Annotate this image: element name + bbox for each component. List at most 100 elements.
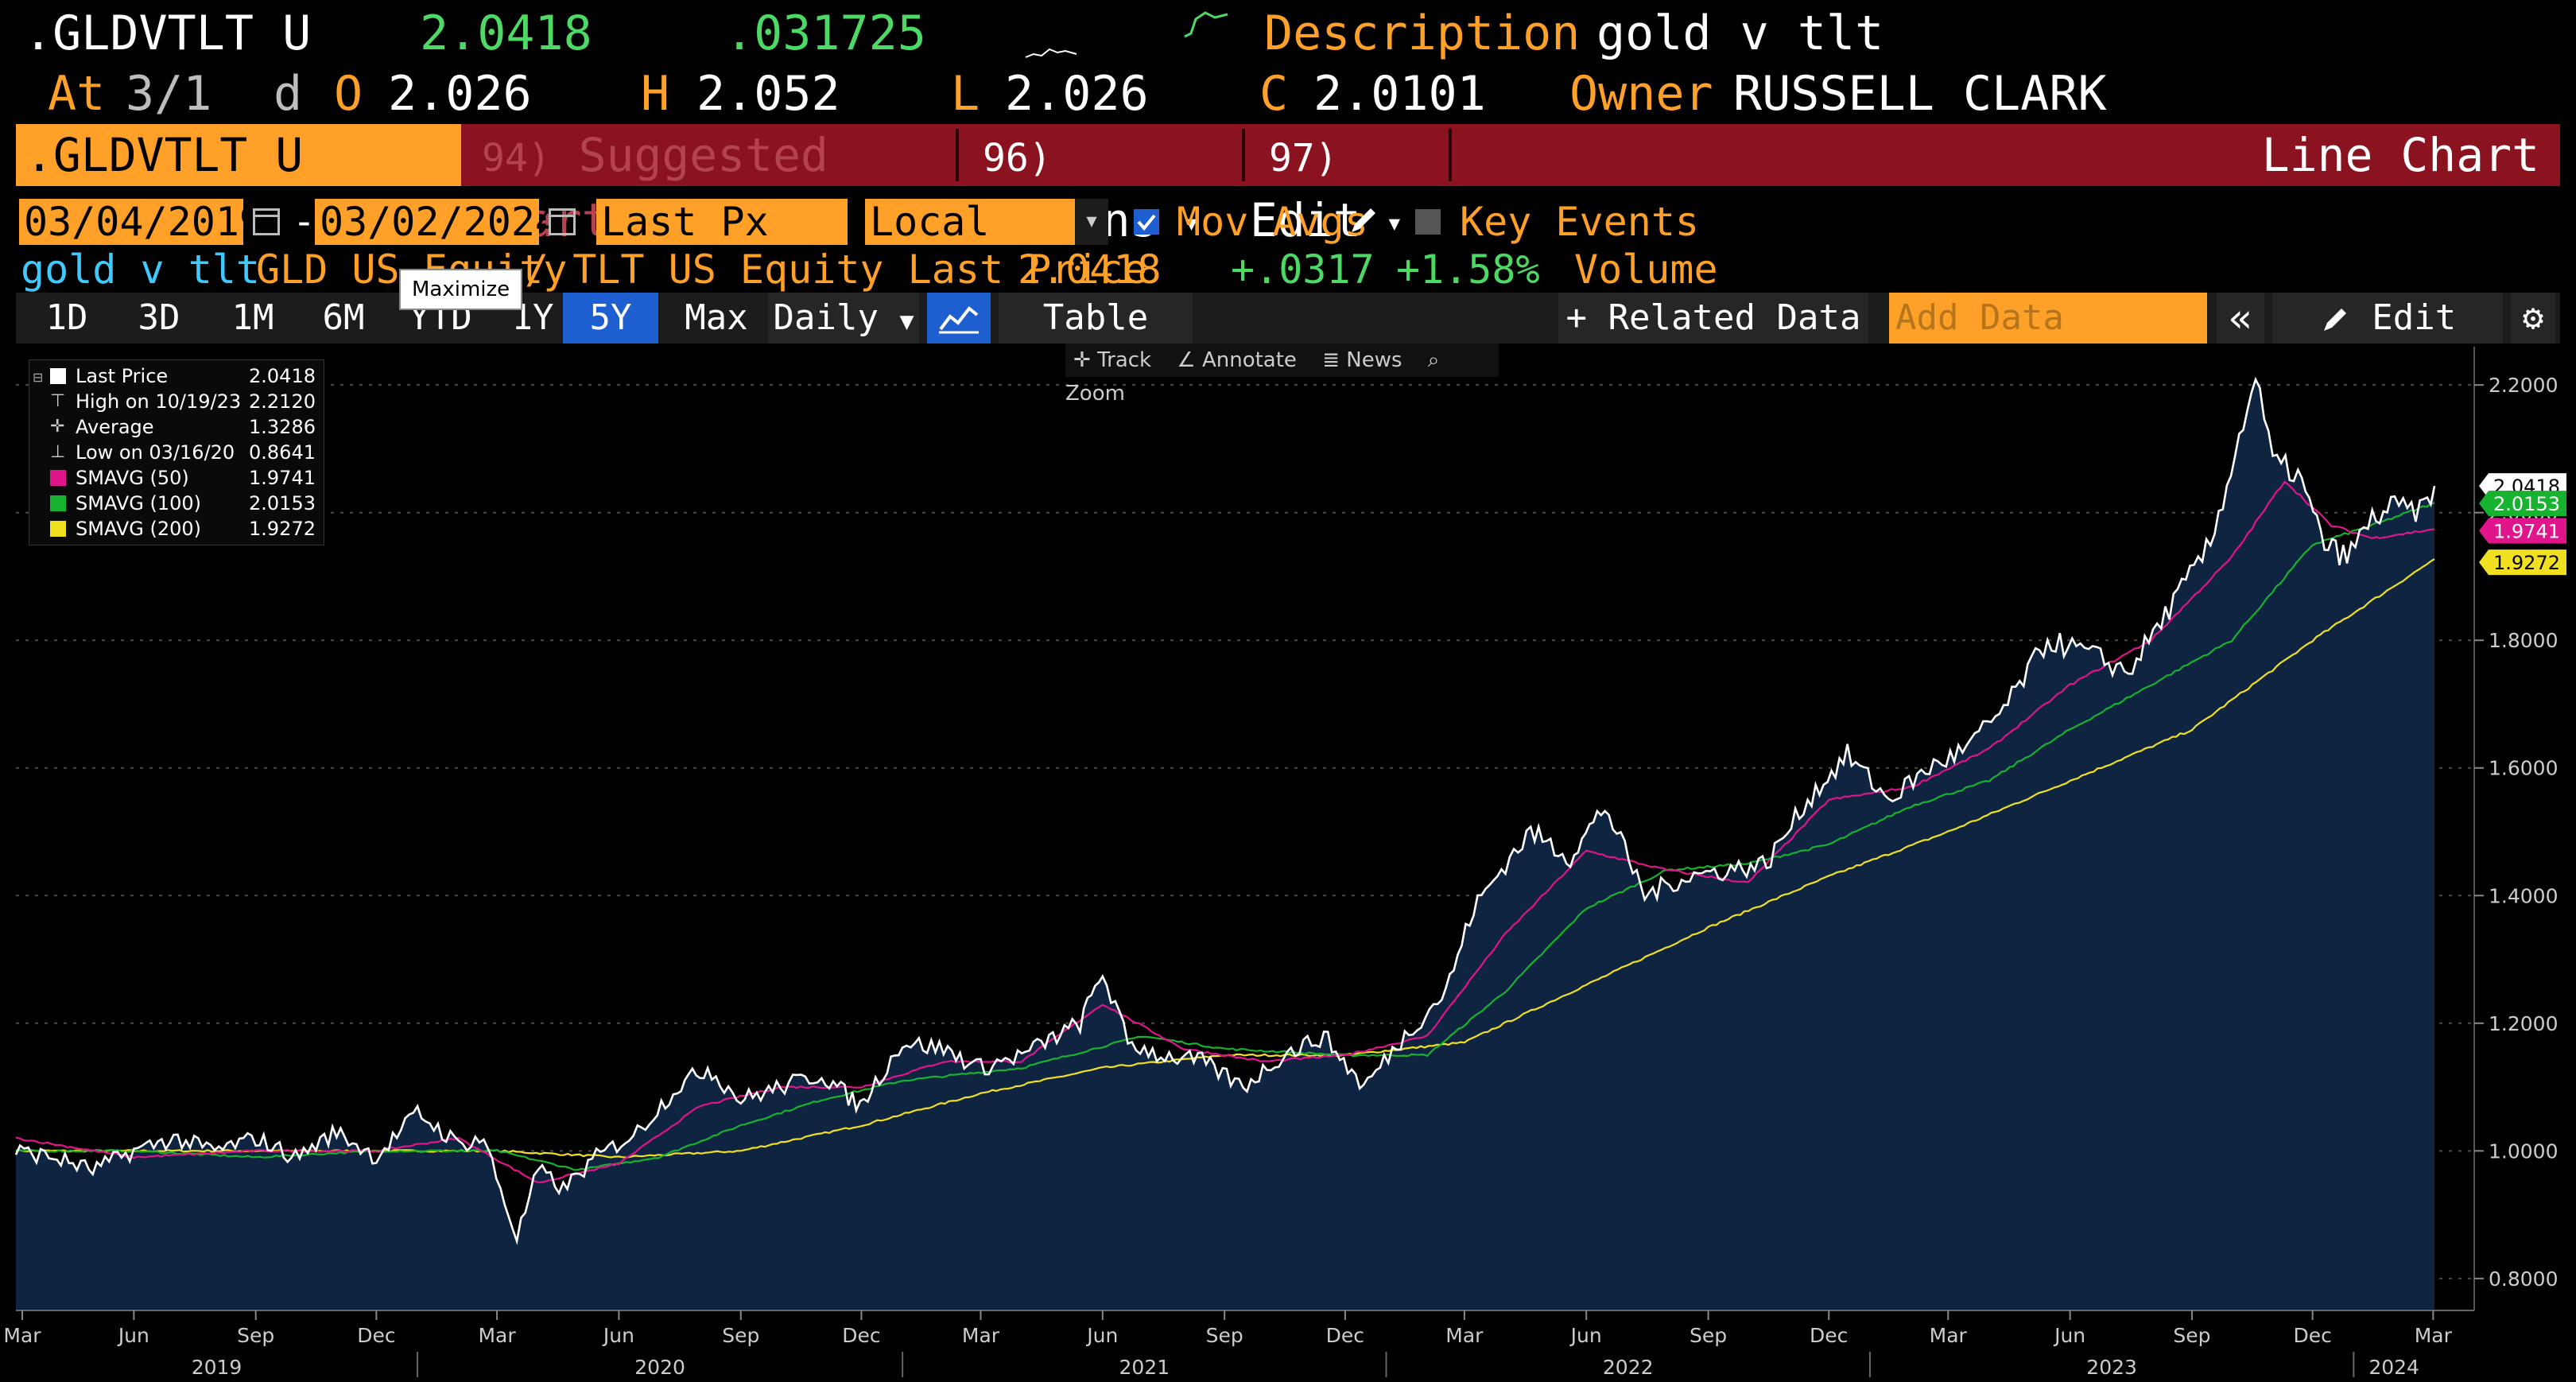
end-date-input[interactable]: 03/02/2024 xyxy=(315,199,559,245)
legend-label: Average xyxy=(76,416,154,438)
suggested-charts-number: 94) xyxy=(482,136,551,181)
legend-item[interactable]: ⊤ High on 10/19/23 2.2120 xyxy=(29,389,324,414)
legend-item[interactable]: SMAVG (50) 1.9741 xyxy=(29,465,324,491)
line-chart-toggle[interactable] xyxy=(927,293,991,344)
series-line-last-price xyxy=(14,376,2436,1246)
actions-number: 96) xyxy=(983,136,1052,181)
key-events-checkbox[interactable] xyxy=(1415,209,1441,235)
y-tick-label: 1.4000 xyxy=(2489,884,2558,907)
legend-item[interactable]: ⊟ Last Price 2.0418 xyxy=(29,363,324,389)
low-label: L xyxy=(951,66,980,122)
collapse-icon[interactable]: « xyxy=(2217,293,2264,344)
key-events-label[interactable]: Key Events xyxy=(1460,199,1700,245)
field-select[interactable]: Last Px xyxy=(596,199,848,245)
legend-value: 1.9741 xyxy=(249,467,316,489)
legend-label: High on 10/19/23 xyxy=(76,390,242,413)
period-1d[interactable]: 1D xyxy=(45,297,88,338)
period-6m[interactable]: 6M xyxy=(322,297,365,338)
crosshair-icon: ✛ xyxy=(1073,348,1091,372)
chevron-down-icon[interactable]: ▼ xyxy=(1075,199,1108,245)
d-label: d xyxy=(274,66,303,122)
mov-avgs-label[interactable]: Mov Avgs xyxy=(1177,199,1368,245)
pencil-icon[interactable] xyxy=(1345,202,1382,239)
x-tick-label: Jun xyxy=(1085,1324,1118,1347)
price-tag-label: 2.0153 xyxy=(2493,493,2560,515)
legend-label: SMAVG (50) xyxy=(76,467,189,489)
edit-number: 97) xyxy=(1269,136,1338,181)
sparkline-icon xyxy=(1025,48,1077,58)
annotate-tool[interactable]: Annotate xyxy=(1201,348,1297,372)
average-marker-icon: ✛ xyxy=(50,417,65,437)
divider xyxy=(1242,129,1245,181)
x-year-label: 2022 xyxy=(1603,1356,1654,1379)
x-tick-label: Sep xyxy=(237,1324,274,1347)
high-marker-icon: ⊤ xyxy=(50,391,66,411)
subtitle-abs-change: +.0317 xyxy=(1231,247,1375,293)
series-name: gold v tlt xyxy=(21,247,261,293)
open-label: O xyxy=(334,66,363,122)
legend-item[interactable]: SMAVG (200) 1.9272 xyxy=(29,516,324,542)
chevron-down-icon: ▼ xyxy=(1388,212,1401,235)
period-toolbar: 1D 3D 1M 6M YTD 1Y 5Y Max Daily ▼ Table … xyxy=(16,293,2560,389)
edit-chart-button[interactable]: Edit Chart xyxy=(2272,293,2503,389)
x-tick-label: Mar xyxy=(3,1324,41,1347)
ticker: .GLDVTLT U xyxy=(24,6,312,61)
legend-swatch xyxy=(50,470,66,486)
x-tick-label: Sep xyxy=(1206,1324,1243,1347)
legend-label: SMAVG (100) xyxy=(76,492,202,514)
close-value: 2.0101 xyxy=(1313,66,1486,122)
legend-swatch xyxy=(50,495,66,511)
frequency-select[interactable]: Daily ▼ xyxy=(768,293,919,344)
x-tick-label: Jun xyxy=(602,1324,634,1347)
collapse-box-icon[interactable]: ⊟ xyxy=(33,370,44,385)
mov-avgs-checkbox[interactable] xyxy=(1134,209,1159,235)
price-chart[interactable]: 2.20002.00001.80001.60001.40001.20001.00… xyxy=(0,347,2576,1382)
gear-icon[interactable]: ⚙ xyxy=(2511,293,2555,344)
function-bar: .GLDVTLT U Index 94) Suggested Charts ▼ … xyxy=(16,124,2560,247)
annotate-icon: ∠ xyxy=(1177,348,1196,372)
currency-select[interactable]: Local CCY xyxy=(865,199,1075,291)
table-button[interactable]: Table xyxy=(999,293,1193,344)
zoom-icon: ⌕ xyxy=(1427,348,1440,372)
zoom-tool[interactable]: Zoom xyxy=(1065,382,1125,406)
period-5y[interactable]: 5Y xyxy=(563,293,658,344)
news-tool[interactable]: News xyxy=(1346,348,1402,372)
actions-menu[interactable]: 96) Actions ▼ xyxy=(964,124,1242,247)
price-tag-label: 1.9272 xyxy=(2493,552,2560,574)
volume-label: Volume xyxy=(1574,247,1718,293)
track-tool[interactable]: Track xyxy=(1097,348,1152,372)
chevron-down-icon: ▼ xyxy=(1185,212,1197,235)
suggested-charts-menu[interactable]: 94) Suggested Charts ▼ xyxy=(471,124,956,247)
subtitle-pct-change: +1.58% xyxy=(1396,247,1540,293)
legend-item[interactable]: ✛ Average 1.3286 xyxy=(29,414,324,440)
add-data-input[interactable]: Add Data xyxy=(1889,293,2207,344)
trend-icon xyxy=(1184,11,1228,38)
security-field[interactable]: .GLDVTLT U Index xyxy=(16,124,461,244)
x-tick-label: Mar xyxy=(2415,1324,2453,1347)
chevron-down-icon: ▼ xyxy=(899,308,914,336)
calendar-icon[interactable] xyxy=(253,208,280,235)
related-data-label: Related Data xyxy=(1608,297,1861,338)
period-max[interactable]: Max xyxy=(685,297,748,338)
start-date-input[interactable]: 03/04/2019 xyxy=(19,199,263,245)
period-1m[interactable]: 1M xyxy=(231,297,274,338)
edit-menu[interactable]: 97) Edit ▼ xyxy=(1250,124,1449,247)
legend-label: Last Price xyxy=(76,365,169,387)
legend-swatch xyxy=(50,521,66,537)
at-label: At xyxy=(48,66,106,122)
legend-item[interactable]: ⊥ Low on 03/16/20 0.8641 xyxy=(29,440,324,465)
series-line-smavg-100- xyxy=(15,502,2435,1171)
pencil-icon xyxy=(2323,309,2346,331)
chart-legend[interactable]: ⊟ Last Price 2.0418 ⊤ High on 10/19/23 2… xyxy=(29,359,324,545)
edit-label: Edit xyxy=(1250,193,1361,247)
legend-value: 2.2120 xyxy=(249,390,316,413)
related-data-menu[interactable]: + Related Data ▼ xyxy=(1558,293,1868,385)
price-tag-label: 1.9741 xyxy=(2493,520,2560,542)
x-year-label: 2021 xyxy=(1119,1356,1170,1379)
at-date: 3/1 xyxy=(126,66,212,122)
legend-item[interactable]: SMAVG (100) 2.0153 xyxy=(29,491,324,516)
period-3d[interactable]: 3D xyxy=(138,297,180,338)
x-tick-label: Sep xyxy=(2173,1324,2210,1347)
calendar-icon[interactable] xyxy=(549,208,576,235)
plus-icon: + xyxy=(1565,297,1588,338)
